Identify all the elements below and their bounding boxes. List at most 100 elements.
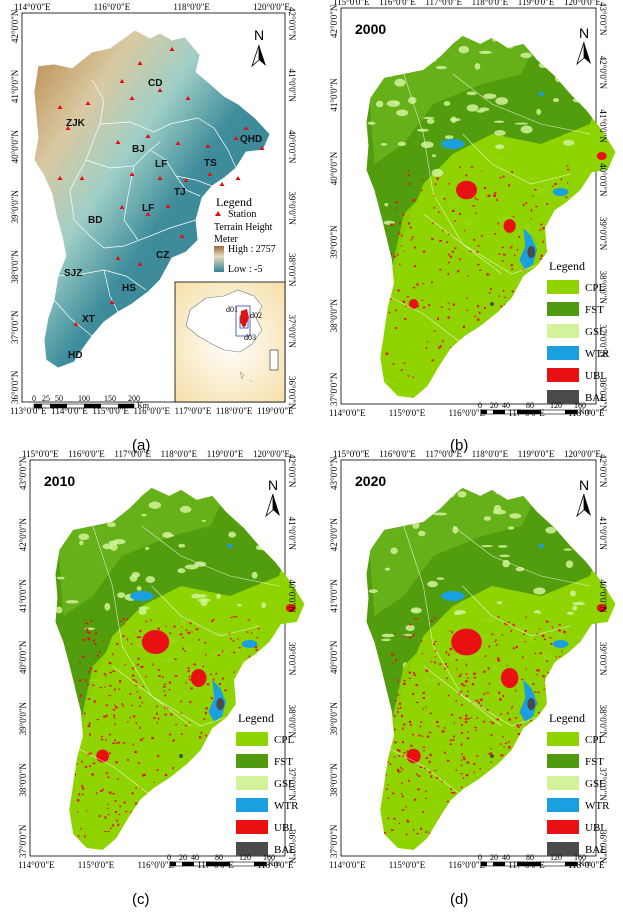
bottom-tick-label: 116°0'0"E xyxy=(134,406,171,416)
grassland-patch xyxy=(138,608,147,615)
urban-pixel xyxy=(108,695,112,697)
urban-pixel xyxy=(466,297,468,300)
urban-pixel xyxy=(150,619,153,621)
urban-pixel xyxy=(479,269,482,271)
urban-pixel xyxy=(87,752,89,756)
urban-pixel xyxy=(447,653,450,656)
urban-pixel xyxy=(118,688,121,690)
urban-pixel xyxy=(460,732,464,734)
legend-label-cpl: CPL xyxy=(585,734,605,746)
urban-pixel xyxy=(99,790,103,792)
grassland-patch xyxy=(384,567,391,571)
urban-pixel xyxy=(100,739,104,741)
urban-pixel xyxy=(530,218,532,220)
urban-pixel xyxy=(506,712,509,715)
urban-pixel xyxy=(476,199,479,201)
urban-pixel xyxy=(131,792,134,795)
urban-pixel xyxy=(431,238,434,240)
urban-pixel xyxy=(436,178,439,180)
top-tick-label: 120°0'0"E xyxy=(253,449,290,459)
grassland-patch xyxy=(405,624,415,632)
urban-pixel xyxy=(77,811,79,813)
left-tick-label: 37°0'0"N xyxy=(18,824,28,858)
urban-pixel xyxy=(456,668,458,670)
scale-label: 80 xyxy=(215,853,223,862)
urban-pixel xyxy=(459,166,461,168)
urban-pixel xyxy=(428,832,431,834)
legend-swatch-bal xyxy=(547,842,579,856)
grassland-patch xyxy=(499,554,511,558)
region-label-zjk: ZJK xyxy=(66,118,86,129)
urban-pixel xyxy=(434,656,437,658)
urban-pixel xyxy=(397,770,400,773)
right-tick-label: 42°0'0"N xyxy=(287,7,297,41)
urban-pixel xyxy=(246,631,249,633)
urban-pixel xyxy=(536,669,539,672)
scale-label: 80 xyxy=(526,401,534,410)
urban-pixel xyxy=(472,205,475,207)
right-tick-label: 42°0'0"N xyxy=(598,454,608,488)
urban-pixel xyxy=(394,327,398,329)
urban-pixel xyxy=(401,768,404,771)
urban-pixel xyxy=(158,675,161,677)
urban-pixel xyxy=(390,653,394,656)
admin-boundary-line xyxy=(73,745,152,797)
urban-pixel xyxy=(172,740,175,743)
urban-pixel xyxy=(77,835,80,837)
urban-pixel xyxy=(417,305,419,308)
urban-pixel xyxy=(156,769,159,771)
left-tick-label: 39°0'0"N xyxy=(18,701,28,735)
landuse-map-2010-panel: 2010 N Legend CPL FST GSL WTR UBL BAL 0 20 40 80 120 1… xyxy=(0,449,307,889)
urban-pixel xyxy=(469,250,472,252)
urban-pixel xyxy=(540,254,543,257)
urban-pixel xyxy=(517,733,521,736)
urban-pixel xyxy=(487,194,491,197)
top-tick-label: 118°0'0"E xyxy=(472,0,509,7)
urban-pixel xyxy=(428,760,431,764)
urban-pixel xyxy=(454,220,456,222)
urban-pixel xyxy=(393,728,396,731)
urban-pixel xyxy=(105,739,107,741)
urban-pixel xyxy=(491,722,494,725)
urban-pixel xyxy=(437,317,439,320)
urban-pixel xyxy=(480,234,483,237)
urban-pixel xyxy=(135,685,138,687)
north-letter: N xyxy=(268,477,278,493)
urban-pixel xyxy=(189,622,192,625)
urban-pixel xyxy=(232,640,235,642)
legend-swatch-ubl xyxy=(547,820,579,834)
urban-pixel xyxy=(497,659,501,662)
urban-pixel xyxy=(460,764,463,767)
bottom-tick-label: 115°0'0"E xyxy=(78,860,115,870)
right-tick-label: 37°0'0"N xyxy=(287,315,297,349)
urban-pixel xyxy=(92,762,96,765)
grassland-patch xyxy=(520,125,533,134)
urban-pixel xyxy=(439,268,442,271)
urban-pixel xyxy=(416,773,418,776)
terrain-legend-title: Legend xyxy=(216,195,252,209)
urban-pixel xyxy=(524,641,527,643)
urban-pixel xyxy=(114,739,117,742)
urban-pixel xyxy=(394,679,396,681)
urban-pixel xyxy=(104,686,106,688)
urban-pixel xyxy=(421,652,424,655)
urban-pixel xyxy=(87,683,89,686)
urban-pixel xyxy=(422,283,425,285)
urban-pixel xyxy=(413,798,417,801)
lake-water xyxy=(538,544,544,548)
bottom-tick-label: 115°0'0"E xyxy=(389,860,426,870)
grassland-patch xyxy=(386,100,400,107)
urban-pixel xyxy=(415,684,418,687)
urban-pixel xyxy=(385,788,388,790)
urban-pixel xyxy=(512,216,515,218)
urban-pixel xyxy=(84,619,87,621)
urban-pixel xyxy=(434,661,436,664)
urban-pixel xyxy=(395,309,397,312)
urban-pixel xyxy=(506,664,508,666)
urban-pixel xyxy=(103,715,106,718)
urban-pixel xyxy=(95,632,98,635)
urban-pixel xyxy=(394,741,397,744)
urban-pixel xyxy=(232,616,235,618)
urban-pixel xyxy=(554,183,557,186)
grassland-patch xyxy=(480,545,494,548)
